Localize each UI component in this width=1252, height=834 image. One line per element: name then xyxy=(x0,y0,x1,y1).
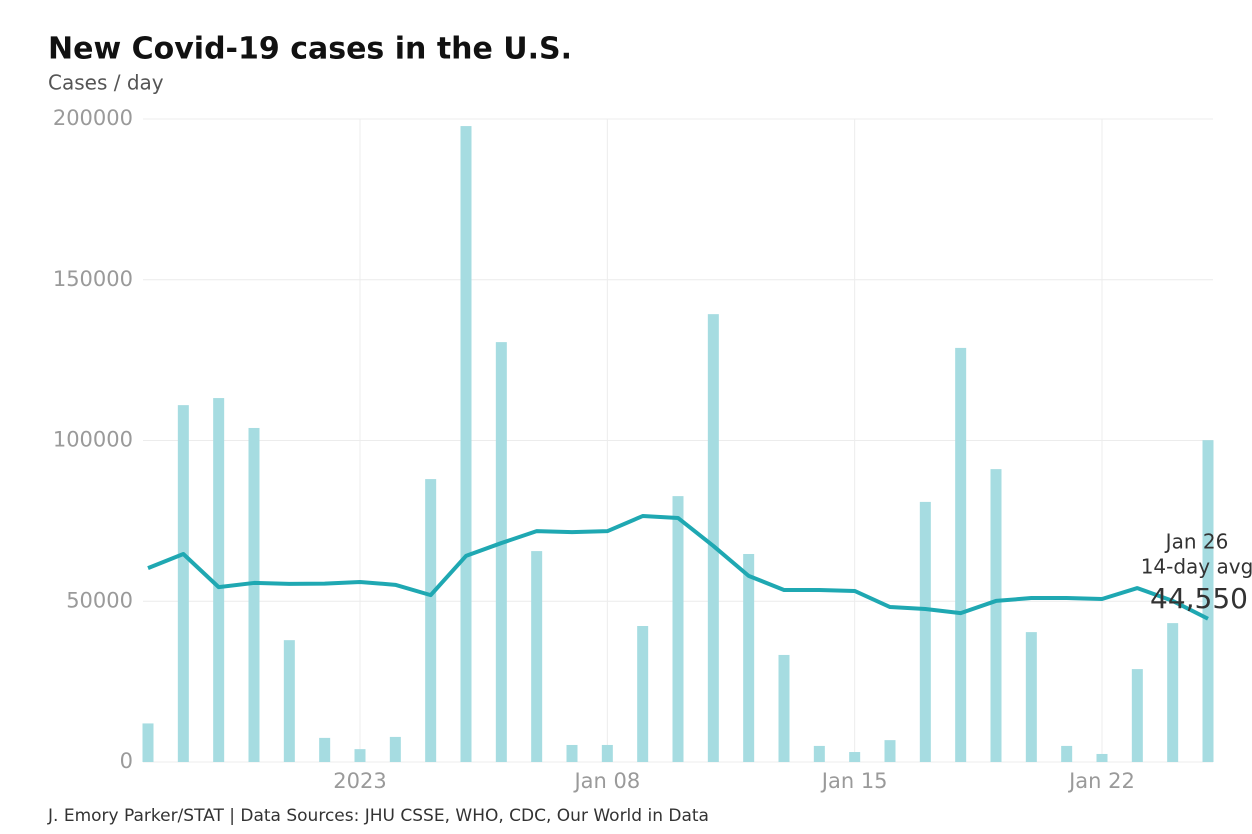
bar xyxy=(283,640,295,762)
bar xyxy=(601,744,613,762)
bar xyxy=(990,469,1002,762)
annotation-label: 14-day avg xyxy=(1141,555,1252,579)
annotation-date: Jan 26 xyxy=(1164,530,1229,554)
bar xyxy=(1167,623,1179,762)
chart-title: New Covid-19 cases in the U.S. xyxy=(48,32,572,67)
bar xyxy=(354,749,366,762)
bar xyxy=(319,737,331,762)
bar xyxy=(531,551,543,762)
y-tick-label: 50000 xyxy=(66,588,133,612)
bar xyxy=(495,342,507,762)
bar xyxy=(1202,440,1214,762)
bar xyxy=(566,744,578,762)
bar xyxy=(707,314,719,762)
bar xyxy=(389,736,401,762)
y-tick-label: 150000 xyxy=(53,267,133,291)
bar xyxy=(637,626,649,762)
bar xyxy=(1131,669,1143,762)
x-tick-label: Jan 22 xyxy=(1067,769,1135,793)
x-tick-label: Jan 08 xyxy=(572,769,640,793)
bars xyxy=(142,126,1214,762)
bar xyxy=(142,723,154,762)
y-tick-label: 100000 xyxy=(53,428,133,452)
bar xyxy=(213,398,225,762)
grid xyxy=(143,118,1213,763)
bar xyxy=(955,347,967,762)
bar xyxy=(743,553,755,762)
bar xyxy=(248,427,260,762)
bar xyxy=(778,654,790,762)
bar xyxy=(884,740,896,762)
x-tick-label: 2023 xyxy=(333,769,386,793)
bar xyxy=(1061,745,1073,762)
bar xyxy=(919,501,931,762)
y-tick-label: 200000 xyxy=(53,106,133,130)
bar xyxy=(460,126,472,762)
annotation-value: 44,550 xyxy=(1150,582,1248,615)
labels: 0 50000 100000 150000 200000 2023 Jan 08 Jan 15… xyxy=(53,106,1252,793)
bar xyxy=(425,479,437,762)
bar xyxy=(1025,632,1037,762)
x-tick-label: Jan 15 xyxy=(820,769,888,793)
source-note: J. Emory Parker/STAT | Data Sources: JHU… xyxy=(47,806,709,826)
avg-line xyxy=(147,514,1209,621)
bar xyxy=(177,405,189,762)
bar xyxy=(672,496,684,762)
bar xyxy=(813,745,825,762)
chart-subtitle: Cases / day xyxy=(48,71,164,95)
bar xyxy=(849,752,861,762)
y-tick-label: 0 xyxy=(120,749,133,773)
bar xyxy=(1096,753,1108,762)
lines xyxy=(147,514,1209,621)
